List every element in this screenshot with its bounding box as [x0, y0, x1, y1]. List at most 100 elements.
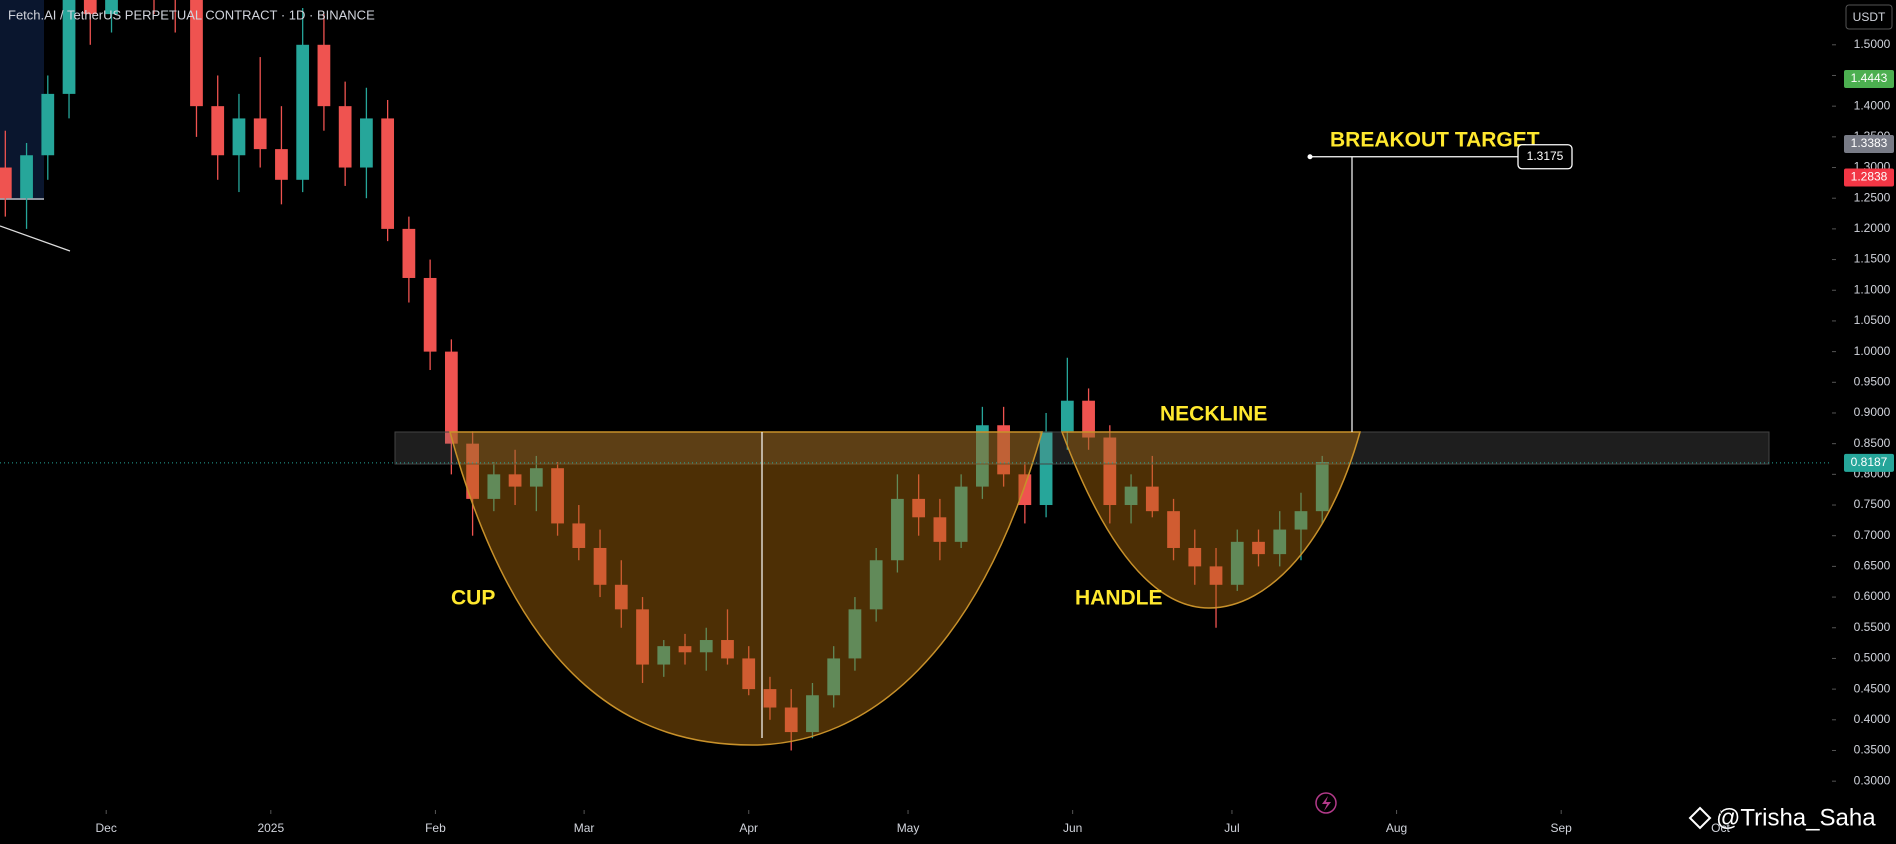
candle-body	[105, 0, 118, 15]
currency-box	[1845, 4, 1893, 30]
candle-body	[381, 118, 395, 229]
price-label: 1.3383	[1851, 136, 1888, 150]
y-tick-label: 1.0500	[1854, 313, 1891, 327]
y-tick-label: 0.3500	[1854, 743, 1891, 757]
y-tick-label: 0.9500	[1854, 374, 1891, 388]
candle-body	[1294, 511, 1308, 530]
price-label: 1.2838	[1851, 170, 1888, 184]
y-tick-label: 0.4500	[1854, 681, 1891, 695]
candle-body	[763, 689, 777, 708]
candle-body	[933, 517, 947, 542]
neckline-label: NECKLINE	[1160, 403, 1267, 426]
price-label: 1.4443	[1851, 71, 1888, 85]
candle-body	[1230, 541, 1244, 585]
y-tick-label: 0.3000	[1854, 773, 1891, 787]
y-tick-label: 1.2000	[1854, 221, 1891, 235]
lightning-bolt	[1322, 796, 1331, 811]
x-tick-label: Aug	[1386, 821, 1407, 835]
x-tick-label: 2025	[257, 821, 284, 835]
target-box	[1517, 144, 1573, 170]
target-dot	[1307, 154, 1313, 160]
target-value: 1.3175	[1527, 149, 1564, 163]
watermark: @Trisha_Saha	[1716, 804, 1876, 831]
candle-body	[232, 118, 246, 156]
candle-body	[275, 149, 288, 180]
y-tick-label: 0.8500	[1854, 436, 1891, 450]
x-tick-label: Oct	[1711, 821, 1730, 835]
x-tick-label: Dec	[96, 821, 117, 835]
y-tick-label: 0.9000	[1854, 405, 1891, 419]
candle-body	[636, 609, 649, 665]
candle-body	[444, 351, 458, 444]
candle-body	[62, 0, 76, 94]
y-tick-label: 1.2500	[1854, 190, 1891, 204]
candle-body	[529, 468, 543, 487]
candle-body	[466, 443, 479, 499]
candle-body	[1252, 541, 1265, 555]
candle-body	[0, 167, 12, 199]
candle-body	[1145, 486, 1159, 512]
candle-body	[891, 498, 904, 561]
x-tick-label: Jul	[1224, 821, 1239, 835]
candle-body	[742, 658, 756, 690]
candle-body	[83, 0, 97, 15]
candle-body	[190, 0, 203, 107]
candle-body	[1167, 511, 1180, 548]
y-tick-label: 1.5000	[1854, 37, 1891, 51]
candle-body	[253, 118, 267, 150]
y-tick-label: 1.4000	[1854, 98, 1891, 112]
candle-body	[1273, 529, 1287, 555]
candle-body	[1082, 400, 1095, 438]
candle-body	[1018, 474, 1032, 506]
price-label-box	[1844, 453, 1894, 472]
candle-body	[1209, 566, 1223, 585]
candle-body	[487, 474, 501, 499]
candle-body	[1315, 462, 1329, 512]
y-tick-label: 0.4000	[1854, 712, 1891, 726]
y-tick-label: 0.7000	[1854, 528, 1891, 542]
candle-body	[1124, 486, 1138, 506]
x-tick-label: Feb	[425, 821, 446, 835]
candle-body	[423, 277, 437, 352]
y-tick-label: 0.5000	[1854, 651, 1891, 665]
candle-body	[1188, 547, 1202, 567]
candle-body	[41, 93, 55, 156]
currency: USDT	[1853, 10, 1886, 24]
x-tick-label: Sep	[1551, 821, 1573, 835]
candle-body	[784, 707, 798, 733]
candle-body	[806, 695, 819, 733]
candle-body	[508, 474, 522, 487]
candle-body	[296, 44, 310, 180]
candle-body	[1039, 431, 1053, 506]
handle-shape	[1060, 431, 1361, 609]
x-tick-label: Apr	[739, 821, 758, 835]
candle-body	[572, 523, 586, 548]
candle-body	[360, 118, 373, 168]
candle-body	[869, 560, 883, 610]
y-tick-label: 1.1000	[1854, 282, 1891, 296]
handle-label: HANDLE	[1075, 587, 1163, 610]
candle-body	[699, 640, 713, 653]
candle-body	[848, 609, 862, 659]
x-tick-label: May	[897, 821, 920, 835]
candle-body	[657, 646, 671, 665]
y-tick-label: 1.0000	[1854, 344, 1891, 358]
candle-body	[678, 646, 692, 653]
candle-body	[1103, 437, 1117, 506]
price-label-box	[1844, 135, 1894, 154]
candle-body	[721, 640, 734, 659]
candle-body	[20, 155, 33, 199]
candle-body	[317, 44, 331, 107]
y-tick-label: 0.7500	[1854, 497, 1891, 511]
candles	[0, 0, 1329, 751]
candle-body	[912, 498, 926, 518]
candle-body	[1060, 400, 1074, 432]
watermark-icon	[1688, 806, 1712, 830]
target-title: BREAKOUT TARGET	[1330, 129, 1540, 152]
lightning-icon[interactable]	[1315, 792, 1337, 814]
candle-body	[614, 584, 628, 610]
y-tick-label: 0.6500	[1854, 559, 1891, 573]
chart-title: Fetch.AI / TetherUS PERPETUAL CONTRACT ·…	[8, 7, 375, 22]
trend-line	[0, 225, 71, 252]
